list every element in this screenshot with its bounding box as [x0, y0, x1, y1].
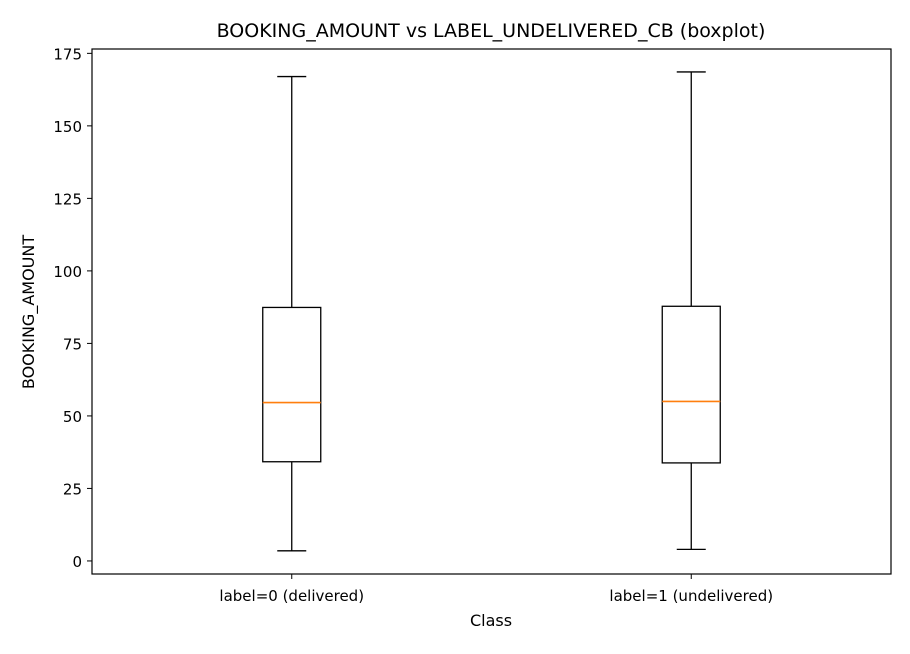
- plot-frame: [91, 48, 892, 575]
- y-tick-label: 150: [53, 118, 82, 136]
- x-axis-label: Class: [470, 611, 512, 630]
- y-axis-label: BOOKING_AMOUNT: [19, 235, 39, 389]
- chart-title: BOOKING_AMOUNT vs LABEL_UNDELIVERED_CB (…: [217, 20, 766, 42]
- x-tick-label: label=0 (delivered): [219, 587, 364, 605]
- y-tick-label: 50: [63, 408, 82, 426]
- plot-area: 0 25 50 75 100 125 150 175 label=0 (delivered) la…: [53, 45, 773, 605]
- y-tick-label: 75: [63, 335, 82, 353]
- y-tick-label: 0: [72, 553, 82, 571]
- y-tick-label: 100: [53, 263, 82, 281]
- iqr-box: [262, 306, 322, 463]
- y-tick-label: 125: [53, 190, 82, 208]
- iqr-box: [661, 305, 721, 464]
- x-tick-label: label=1 (undelivered): [609, 587, 773, 605]
- y-tick-label: 175: [53, 45, 82, 63]
- y-tick-label: 25: [63, 480, 82, 498]
